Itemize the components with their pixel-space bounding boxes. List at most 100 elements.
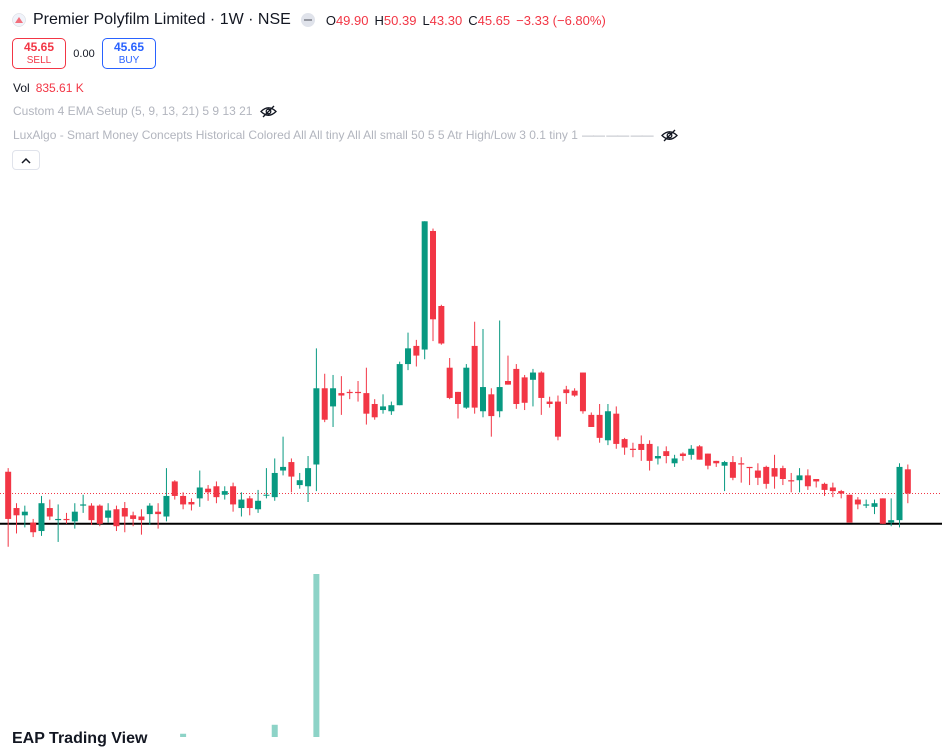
candle-body — [271, 472, 278, 498]
candle-body — [588, 414, 595, 427]
candle-body — [413, 345, 420, 356]
candle — [138, 509, 145, 535]
candle — [96, 504, 103, 527]
candle — [529, 368, 536, 407]
market-status-icon[interactable] — [300, 13, 315, 27]
volume-legend[interactable]: Vol 835.61 K — [13, 81, 84, 95]
candle — [263, 468, 270, 499]
candle-body — [629, 448, 636, 450]
candle — [654, 446, 661, 465]
candle — [738, 457, 745, 483]
candle — [588, 412, 595, 427]
spread-value: 0.00 — [73, 47, 95, 60]
candle-body — [846, 494, 853, 523]
candle-body — [263, 494, 270, 496]
candle-body — [688, 448, 695, 455]
indicator-luxalgo[interactable]: LuxAlgo - Smart Money Concepts Historica… — [13, 128, 678, 142]
candle-body — [621, 439, 628, 448]
candle — [621, 437, 628, 455]
candle — [330, 374, 337, 427]
collapse-legend-button[interactable] — [12, 150, 40, 170]
candle — [771, 454, 778, 489]
candle — [779, 465, 786, 486]
indicator-luxalgo-label: LuxAlgo - Smart Money Concepts Historica… — [13, 128, 578, 142]
candle — [713, 460, 720, 467]
candle-body — [380, 406, 387, 411]
candle-body — [763, 466, 770, 484]
candle — [155, 503, 162, 529]
candle — [213, 481, 220, 504]
candle — [80, 494, 87, 513]
indicator-ema[interactable]: Custom 4 EMA Setup (5, 9, 13, 21) 5 9 13… — [13, 104, 278, 118]
candle — [246, 495, 253, 516]
candle — [888, 498, 895, 527]
candle-body — [896, 466, 903, 521]
candle — [288, 458, 295, 493]
hidden-eye-icon[interactable] — [660, 129, 678, 142]
candle-body — [38, 503, 45, 532]
candles — [5, 221, 911, 547]
candle — [854, 497, 861, 510]
candle-body — [163, 495, 170, 517]
symbol-header: Premier Polyfilm Limited · 1W · NSE O49.… — [12, 11, 606, 29]
candle-body — [171, 481, 178, 496]
candle — [271, 458, 278, 501]
candle — [121, 501, 128, 533]
candle — [430, 228, 437, 342]
candle-body — [771, 468, 778, 477]
symbol-title[interactable]: Premier Polyfilm Limited · 1W · NSE — [33, 11, 291, 28]
candle-body — [671, 458, 678, 464]
candle — [829, 482, 836, 498]
candle-body — [496, 387, 503, 412]
candle-body — [488, 394, 495, 417]
buy-button[interactable]: 45.65 BUY — [102, 38, 156, 69]
candle — [763, 465, 770, 489]
candle-body — [305, 468, 312, 487]
open-value: 49.90 — [335, 12, 369, 28]
candle — [696, 445, 703, 460]
candle-body — [563, 389, 570, 394]
candle-body — [355, 391, 362, 394]
candle-body — [430, 230, 437, 320]
open-label: O — [325, 12, 336, 28]
candle-body — [21, 511, 28, 516]
candle — [646, 440, 653, 471]
candle — [371, 399, 378, 420]
candle — [238, 492, 245, 517]
candle — [346, 389, 353, 400]
candle — [146, 503, 153, 525]
candle-body — [313, 388, 320, 465]
candle-body — [196, 487, 203, 499]
candle — [704, 453, 711, 470]
candle-body — [138, 516, 145, 521]
candle — [613, 406, 620, 449]
candle — [496, 320, 503, 418]
candle — [896, 463, 903, 528]
hidden-eye-icon[interactable] — [260, 105, 278, 118]
trade-panel: 45.65 SELL 0.00 45.65 BUY — [12, 38, 156, 69]
sell-button[interactable]: 45.65 SELL — [12, 38, 66, 69]
candle — [688, 445, 695, 460]
candle — [538, 371, 545, 415]
candle — [163, 468, 170, 522]
candle-body — [446, 367, 453, 398]
candle-body — [788, 480, 795, 482]
candle — [405, 332, 412, 371]
candle — [13, 503, 20, 534]
candle-body — [696, 446, 703, 460]
candle — [813, 479, 820, 488]
candle — [63, 512, 70, 524]
candle — [846, 494, 853, 523]
candle-body — [330, 388, 337, 407]
candle — [438, 304, 445, 345]
candle-body — [521, 377, 528, 403]
candle — [413, 339, 420, 367]
candle-body — [779, 468, 786, 480]
sell-label: SELL — [26, 54, 52, 66]
candle — [754, 463, 761, 486]
candle-body — [105, 510, 112, 518]
candle-body — [80, 504, 87, 506]
candle — [579, 372, 586, 414]
candle-body — [504, 381, 511, 385]
